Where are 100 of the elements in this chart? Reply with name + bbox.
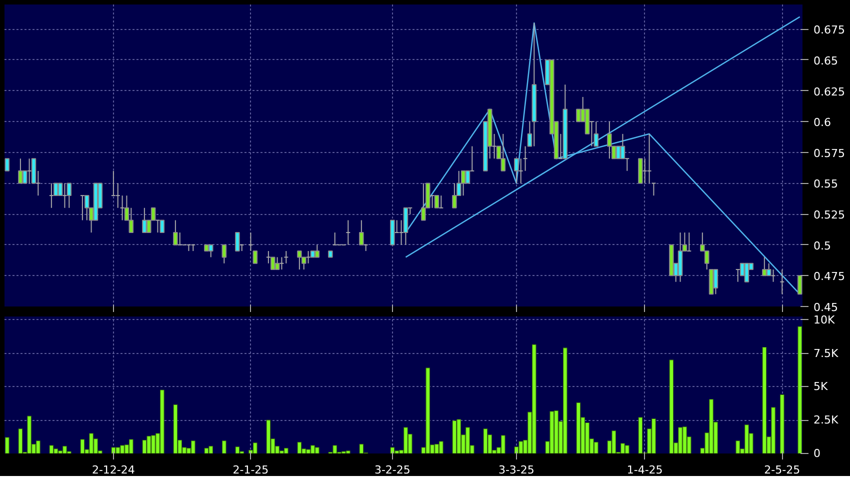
bar (36, 440, 40, 454)
candlestick (624, 158, 630, 172)
y-tick-label: 10K (814, 313, 836, 326)
bar (297, 442, 302, 454)
x-tick-label: 3-2-25 (374, 464, 410, 476)
candlestick (48, 182, 54, 208)
candlestick (470, 146, 475, 172)
y-tick-label: 5K (814, 380, 828, 394)
candlestick (797, 275, 802, 295)
bar (452, 420, 457, 454)
y-tick-label: 0.55 (814, 178, 838, 191)
y-tick-label: 0.5 (814, 239, 831, 252)
candlestick (576, 108, 581, 122)
candlestick (594, 121, 599, 147)
bar (762, 346, 767, 454)
candlestick (208, 244, 214, 258)
candlestick (66, 182, 72, 208)
candlestick (177, 232, 182, 246)
y-tick-label: 0.6 (814, 116, 831, 130)
candlestick (589, 121, 594, 147)
y-tick-label: 7.5K (814, 346, 839, 360)
bar (669, 360, 674, 454)
candlestick (155, 220, 160, 234)
candlestick (120, 195, 125, 221)
candlestick (500, 133, 506, 172)
bar (594, 442, 598, 454)
candlestick (115, 182, 120, 208)
candlestick (58, 182, 63, 196)
candlestick (297, 250, 302, 270)
candlestick (4, 158, 10, 172)
bar (346, 450, 350, 454)
candlestick (398, 220, 404, 246)
bar (562, 348, 568, 454)
bar (798, 326, 802, 454)
candlestick (128, 207, 134, 234)
bar (500, 435, 506, 454)
candlestick (514, 158, 519, 184)
candlestick (762, 256, 767, 276)
candlestick (452, 182, 457, 208)
bar (252, 442, 258, 454)
candlestick (607, 121, 612, 160)
candlestick (110, 170, 116, 196)
candlestick (438, 195, 444, 208)
bar (111, 447, 116, 454)
candlestick (359, 220, 364, 246)
candlestick (766, 262, 772, 276)
bar (128, 439, 134, 454)
candlestick (686, 232, 692, 252)
candlestick (620, 133, 626, 160)
bar (266, 420, 271, 454)
bar (438, 441, 444, 454)
y-tick-label: 0.65 (814, 54, 838, 68)
x-tick-label: 2-1-25 (232, 464, 269, 476)
candlestick (36, 170, 41, 196)
y-tick-label: 0.675 (814, 24, 845, 37)
candlestick (284, 250, 289, 264)
candlestick (492, 133, 497, 160)
candlestick (53, 182, 58, 196)
candlestick (770, 269, 776, 282)
bar (736, 440, 740, 454)
candlestick (314, 244, 320, 258)
candlestick (616, 146, 621, 160)
x-tick-label: 2-12-24 (92, 464, 135, 476)
candlestick (394, 220, 400, 234)
candlestick (222, 244, 227, 264)
candlestick (306, 250, 311, 264)
bar (173, 404, 178, 454)
candlestick (173, 220, 178, 246)
candlestick (465, 170, 470, 184)
candlestick (274, 256, 280, 270)
candlestick (744, 262, 750, 282)
bar (576, 402, 581, 454)
bar (4, 437, 10, 454)
candlestick (22, 170, 28, 184)
candlestick (80, 195, 85, 221)
candlestick (62, 182, 68, 208)
bar (204, 448, 209, 454)
x-tick-label: 3-3-25 (498, 464, 534, 476)
candlestick (642, 158, 648, 184)
bar (483, 428, 488, 454)
bar (222, 440, 226, 454)
candlestick (713, 269, 718, 295)
candlestick (430, 195, 435, 208)
bar (142, 440, 147, 454)
candlestick (735, 269, 740, 282)
y-tick-label: 2.5K (814, 414, 839, 427)
candlestick (26, 158, 32, 184)
candlestick (160, 220, 165, 234)
candlestick (142, 207, 147, 234)
y-tick-label: 0 (814, 447, 820, 460)
candlestick (252, 250, 258, 264)
candlestick (84, 195, 90, 221)
candlestick (279, 256, 284, 270)
bar (780, 394, 784, 454)
candlestick (248, 232, 254, 252)
bar (359, 444, 364, 454)
candlestick (522, 146, 528, 172)
candlestick (266, 250, 271, 264)
bar (314, 447, 320, 454)
bar (80, 439, 85, 454)
